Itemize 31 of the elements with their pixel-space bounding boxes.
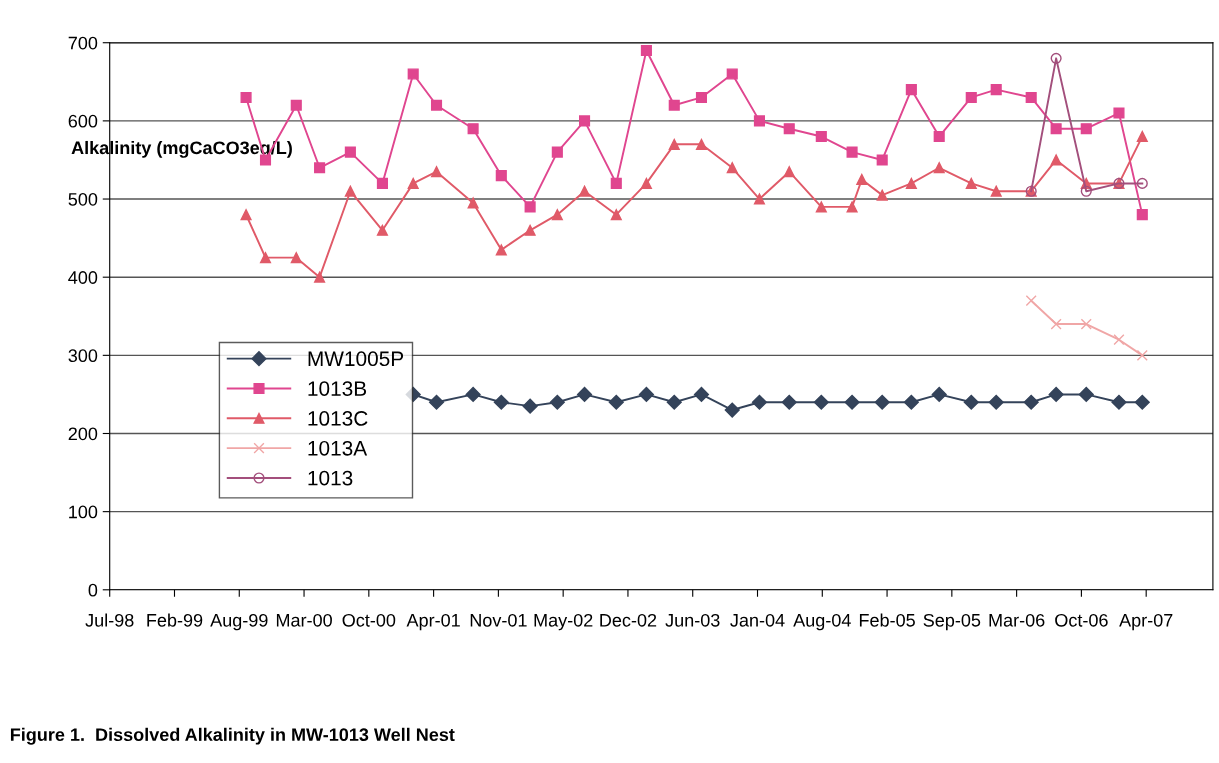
y-tick-label: 300 (68, 349, 98, 363)
x-tick-label: Sep-05 (923, 613, 981, 631)
x-tick-label: Feb-05 (859, 613, 915, 627)
x-tick-label: Dec-02 (600, 613, 657, 627)
x-tick-label: Apr-07 (1119, 613, 1173, 631)
y-tick-label: 200 (68, 427, 98, 441)
legend-label: 1013 (308, 470, 353, 486)
x-tick-label: Jan-04 (730, 613, 785, 627)
x-tick-label: Mar-06 (989, 613, 1045, 627)
x-tick-label: Nov-01 (470, 613, 527, 627)
x-tick-label: Feb-99 (147, 613, 203, 627)
y-tick-label: 600 (68, 114, 98, 128)
y-tick-label: 100 (69, 505, 98, 519)
legend-label: MW1005P (308, 351, 404, 367)
x-tick-label: Aug-99 (210, 613, 268, 631)
x-tick-label: Jul-98 (85, 613, 134, 627)
legend-label: 1013B (308, 381, 367, 396)
x-tick-label: Apr-01 (406, 613, 460, 631)
x-tick-label: Oct-00 (342, 613, 396, 627)
x-tick-label: Jun-03 (665, 613, 720, 627)
y-tick-label: 500 (68, 192, 98, 206)
x-tick-label: Aug-04 (793, 613, 851, 631)
y-tick-label: 400 (68, 271, 98, 284)
y-tick-label: 700 (68, 36, 98, 50)
x-tick-label: Oct-06 (1055, 613, 1108, 627)
legend-label: 1013A (308, 440, 368, 456)
text: Figure 1. Dissolved Alkalinity in MW-1013 Well Nest (10, 727, 455, 745)
legend-label: 1013C (308, 411, 368, 426)
y-tick-label: 0 (88, 583, 98, 597)
x-tick-label: Mar-00 (276, 613, 332, 627)
x-tick-label: May-02 (534, 613, 593, 631)
